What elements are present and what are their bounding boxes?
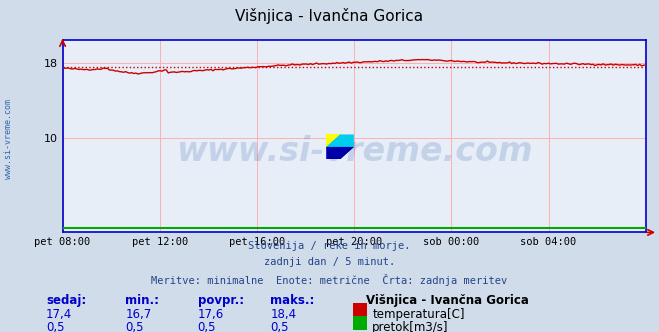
Text: 17,4: 17,4 [46, 308, 72, 321]
Text: zadnji dan / 5 minut.: zadnji dan / 5 minut. [264, 257, 395, 267]
Polygon shape [326, 147, 354, 159]
Text: 0,5: 0,5 [270, 321, 289, 332]
Text: Meritve: minimalne  Enote: metrične  Črta: zadnja meritev: Meritve: minimalne Enote: metrične Črta:… [152, 274, 507, 286]
Text: Višnjica - Ivančna Gorica: Višnjica - Ivančna Gorica [366, 294, 529, 307]
Text: 18,4: 18,4 [270, 308, 297, 321]
Text: 0,5: 0,5 [198, 321, 216, 332]
Text: 16,7: 16,7 [125, 308, 152, 321]
Text: Slovenija / reke in morje.: Slovenija / reke in morje. [248, 241, 411, 251]
Text: www.si-vreme.com: www.si-vreme.com [4, 100, 13, 179]
Text: sedaj:: sedaj: [46, 294, 86, 307]
Polygon shape [326, 134, 354, 147]
Text: 17,6: 17,6 [198, 308, 224, 321]
Text: 0,5: 0,5 [125, 321, 144, 332]
Text: Višnjica - Ivančna Gorica: Višnjica - Ivančna Gorica [235, 8, 424, 24]
Text: www.si-vreme.com: www.si-vreme.com [176, 135, 532, 168]
Text: min.:: min.: [125, 294, 159, 307]
Text: temperatura[C]: temperatura[C] [372, 308, 465, 321]
Text: maks.:: maks.: [270, 294, 314, 307]
Polygon shape [326, 134, 354, 147]
Text: povpr.:: povpr.: [198, 294, 244, 307]
Text: 0,5: 0,5 [46, 321, 65, 332]
Polygon shape [326, 134, 340, 147]
Polygon shape [326, 134, 340, 147]
Text: pretok[m3/s]: pretok[m3/s] [372, 321, 449, 332]
Polygon shape [326, 147, 354, 159]
